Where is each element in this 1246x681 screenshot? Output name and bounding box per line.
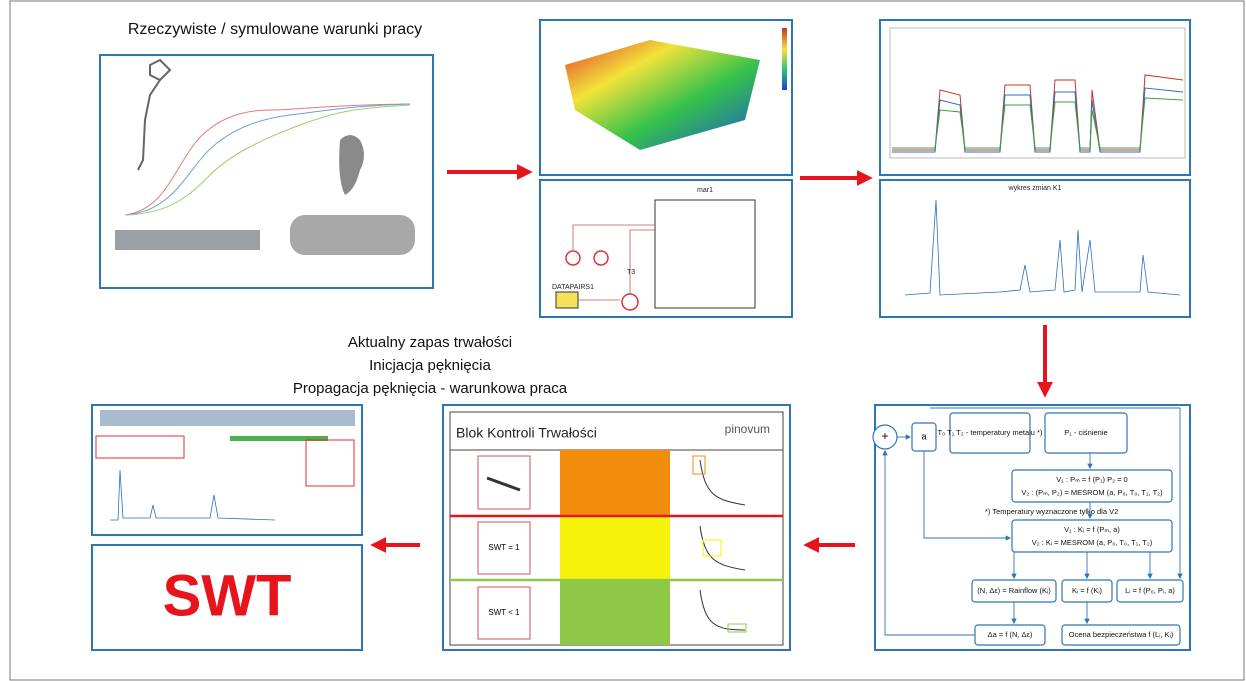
stress-model: V₁ : Kᵢ = f (Pₘ, a) [1064, 525, 1120, 534]
body: Rzeczywiste / symulowane warunki pracy m… [0, 0, 1246, 681]
row-label: SWT = 1 [488, 543, 520, 552]
pressure-model: V₁ : Pₘ = f (P₁) P₂ = 0 [1056, 475, 1127, 484]
shape [556, 292, 578, 308]
stress-surface [540, 20, 792, 175]
note: *) Temperatury wyznaczone tylko dla V2 [985, 507, 1118, 516]
sum-node: + [881, 429, 888, 443]
shape [115, 230, 260, 250]
row-label: SWT < 1 [488, 608, 520, 617]
pressure-model: V₂ : (Pₘ, P₂) = MESROM (a, P₀, T₀, T₁, T… [1021, 488, 1163, 497]
temperature-node: T₀ T₁ T₂ - temperatury metalu *) [938, 428, 1043, 437]
swt-label: SWT [163, 563, 292, 628]
shape [478, 456, 530, 509]
control-block: Blok Kontroli Trwałości pinovum SWT = 1 … [443, 405, 790, 650]
control-title: Blok Kontroli Trwałości [456, 425, 597, 441]
shape [100, 410, 355, 426]
history-title: wykres zmian K1 [1008, 185, 1062, 192]
k-node: Kᵢ = f (Kᵢ) [1072, 586, 1103, 595]
crack-history [92, 405, 362, 535]
swt-panel: SWT [92, 545, 362, 650]
shape [782, 28, 787, 90]
l-node: Lᵢ = f (P₀, Pᵢ, a) [1125, 586, 1175, 595]
page: Diagram { "header": {"title": "Rzeczywis… [0, 0, 1246, 681]
shape [560, 580, 670, 645]
safety-node: Ocena bezpieczeństwa f (Lᵢ, Kᵢ) [1069, 630, 1174, 639]
shape [655, 200, 755, 308]
stress-model: V₂ : Kᵢ = MESROM (a, P₀, T₀, T₁, T₂) [1032, 538, 1153, 547]
status-line: Inicjacja pęknięcia [369, 357, 491, 374]
root: Rzeczywiste / symulowane warunki pracy m… [0, 0, 1246, 681]
pressure-node: P₁ - ciśnienie [1064, 428, 1107, 437]
shape [560, 450, 670, 516]
crack-node: a [921, 431, 926, 441]
shape [880, 180, 1190, 317]
history-chart: wykres zmian K1 [880, 180, 1190, 317]
shape [560, 516, 670, 580]
measurement-chart [880, 20, 1190, 175]
operating-conditions [100, 55, 433, 288]
simulation-model: mar1 DATAPAIRS1 T3 [540, 180, 792, 317]
growth-node: Δa = f (N, Δε) [988, 630, 1033, 639]
status-line: Propagacja pęknięcia - warunkowa praca [293, 380, 568, 397]
diagram: Rzeczywiste / symulowane warunki pracy m… [0, 0, 1246, 681]
flowchart: + a T₀ T₁ T₂ - temperatury metalu *) P₁ … [873, 405, 1190, 650]
source-name: DATAPAIRS1 [552, 284, 594, 291]
block-name: mar1 [697, 187, 713, 194]
title: Rzeczywiste / symulowane warunki pracy [128, 21, 422, 38]
shape [290, 215, 415, 255]
signal-name: T3 [627, 269, 635, 276]
logo: pinovum [725, 422, 770, 436]
rainflow-node: (N, Δε) = Rainflow (Kᵢ) [977, 586, 1051, 595]
status-line: Aktualny zapas trwałości [348, 334, 512, 351]
